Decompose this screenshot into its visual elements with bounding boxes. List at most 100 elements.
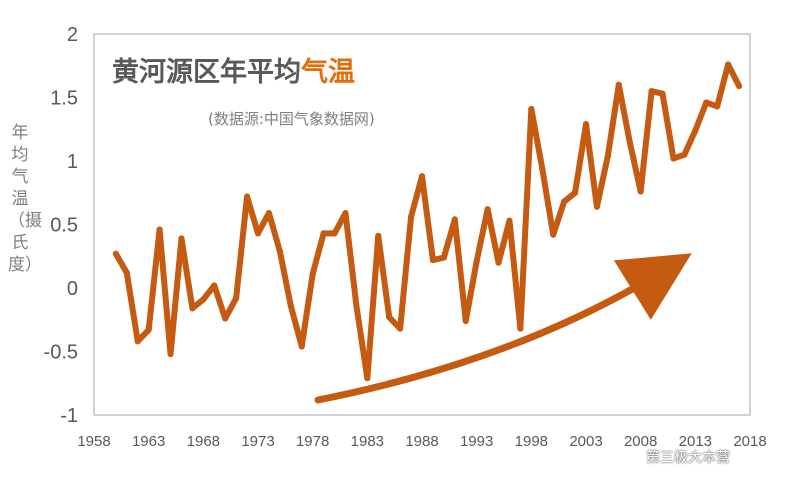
series-line-segment xyxy=(145,226,163,333)
data-point xyxy=(419,173,425,180)
data-point xyxy=(375,232,382,239)
series-line-segment xyxy=(309,230,327,278)
x-tick-label: 2018 xyxy=(733,433,766,450)
x-tick-label: 1973 xyxy=(241,433,274,450)
series-line-segment xyxy=(298,271,316,350)
series-line-segment xyxy=(222,295,240,322)
data-point xyxy=(659,90,666,97)
series-line-segment xyxy=(265,210,283,255)
x-axis-ticks: 1958 1963 1968 1973 1978 1983 1988 1993 1998 2003… xyxy=(77,433,766,450)
y-tick-label: 0 xyxy=(67,278,78,300)
series-line-segment xyxy=(583,121,600,210)
y-tick-label: -0.5 xyxy=(44,342,78,364)
series-line-segment xyxy=(484,206,502,266)
data-point xyxy=(648,88,655,95)
data-point xyxy=(342,210,349,217)
trend-arrow xyxy=(314,253,692,404)
series-line-segment xyxy=(419,173,436,264)
data-point xyxy=(473,258,480,265)
data-point xyxy=(626,138,633,145)
watermark: 第三极大本营 xyxy=(622,446,730,468)
series-line-segment xyxy=(451,216,469,325)
chart-title-highlight: 气温 xyxy=(300,57,355,88)
data-point xyxy=(506,217,513,224)
wechat-icon xyxy=(622,449,642,465)
x-tick-label: 1993 xyxy=(460,433,493,450)
data-point xyxy=(309,271,316,278)
series-line-segment xyxy=(233,193,251,302)
data-point xyxy=(397,325,404,332)
series-line-segment xyxy=(276,248,294,309)
data-point xyxy=(386,314,393,321)
series-line-segment xyxy=(123,269,141,345)
data-point xyxy=(200,296,207,303)
data-point xyxy=(462,318,469,325)
data-point xyxy=(736,83,743,90)
data-point xyxy=(572,189,579,196)
data-point xyxy=(604,152,611,159)
series-line-segment xyxy=(714,61,732,110)
data-point xyxy=(331,230,338,237)
data-point xyxy=(725,61,732,68)
data-point xyxy=(123,269,130,276)
series-line-segment xyxy=(539,165,557,238)
x-tick-label: 1963 xyxy=(132,433,165,450)
data-point xyxy=(550,231,557,238)
data-point xyxy=(484,206,491,213)
data-point xyxy=(637,188,644,195)
series-line-segment xyxy=(572,121,589,196)
series-line-segment xyxy=(550,198,568,238)
data-point xyxy=(408,213,415,220)
series-line-segment xyxy=(375,232,393,321)
data-point xyxy=(593,203,600,210)
data-point xyxy=(615,81,622,88)
data-point xyxy=(298,343,305,350)
y-tick-label: 0.5 xyxy=(50,215,78,237)
series-line-segment xyxy=(692,99,710,134)
y-tick-label: -1 xyxy=(60,405,78,427)
watermark-text: 第三极大本营 xyxy=(646,450,730,466)
chart-title: 黄河源区年平均气温 xyxy=(112,56,355,88)
series-line-segment xyxy=(244,193,261,237)
chart-title-main: 黄河源区年平均 xyxy=(112,56,301,88)
data-point xyxy=(714,103,721,110)
data-point xyxy=(495,259,502,266)
data-point xyxy=(167,351,174,358)
x-tick-label: 2013 xyxy=(679,433,712,450)
data-point xyxy=(681,151,688,158)
data-point xyxy=(528,105,535,112)
series-line-segment xyxy=(397,213,415,332)
data-point xyxy=(670,155,677,162)
data-point xyxy=(222,315,229,322)
series-line-segment xyxy=(593,152,611,210)
series-line-segment xyxy=(364,232,382,382)
data-point xyxy=(320,230,327,237)
data-point xyxy=(429,257,436,264)
data-point xyxy=(134,338,141,345)
x-tick-label: 1983 xyxy=(351,433,384,450)
series-line-segment xyxy=(178,235,196,312)
data-point xyxy=(561,198,568,205)
data-point xyxy=(692,127,699,134)
series-line-segment xyxy=(167,235,185,358)
series-line-segment xyxy=(211,282,229,322)
data-point xyxy=(255,230,261,237)
series-line-segment xyxy=(659,90,677,162)
data-point xyxy=(156,226,163,233)
data-point xyxy=(583,121,589,128)
plot-area-border xyxy=(93,33,751,416)
x-tick-label: 1998 xyxy=(515,433,548,450)
data-point xyxy=(276,248,283,255)
data-point xyxy=(440,254,447,261)
series-line-segment xyxy=(473,206,491,265)
y-tick-label: 1.5 xyxy=(50,88,78,110)
series-line-segment xyxy=(725,61,743,90)
data-point xyxy=(539,165,546,172)
y-axis-label: 年均气温（摄氏度） xyxy=(8,123,42,275)
y-axis-ticks: 2 1.5 1 0.5 0 -0.5 -1 xyxy=(44,24,78,427)
data-point xyxy=(703,99,710,106)
series-line-segment xyxy=(637,88,655,195)
data-point xyxy=(451,216,458,223)
series-line-segment xyxy=(517,105,535,332)
